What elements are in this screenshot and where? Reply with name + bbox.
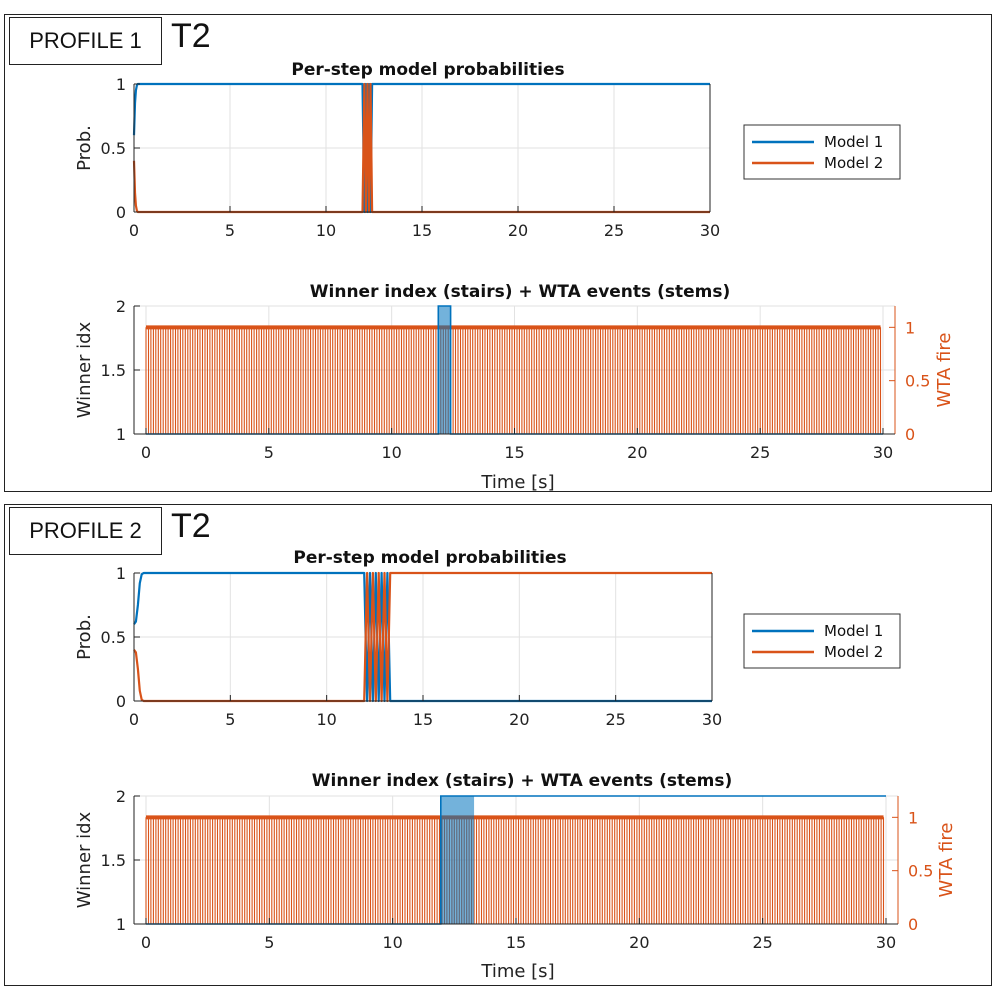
p2-prob-legend-label-1: Model 1 [824, 622, 883, 640]
profile-2-tag: T2 [171, 507, 211, 545]
p1-winner-y2-tick-label: 1 [905, 318, 915, 337]
p1-winner-y2-tick-label: 0.5 [905, 372, 930, 391]
p1-prob-x-tick-label: 25 [604, 221, 624, 240]
p2-winner-y2-axis-label: WTA fire [936, 823, 957, 898]
p2-prob-y-tick-label: 1 [116, 564, 126, 583]
p2-winner-x-tick-label: 0 [141, 933, 151, 952]
p2-prob-x-tick-label: 25 [605, 710, 625, 729]
p1-winner-x-tick-label: 25 [750, 443, 770, 462]
p2-winner-x-tick-label: 10 [382, 933, 402, 952]
p1-prob-legend-label-1: Model 1 [824, 133, 883, 151]
p2-winner-x-tick-label: 20 [629, 933, 649, 952]
p1-winner-y-axis-label: Winner idx [74, 321, 95, 418]
p2-winner-y-tick-label: 2 [116, 787, 126, 806]
p2-winner-y2-tick-label: 0 [908, 915, 918, 934]
p2-winner-x-axis-label: Time [s] [480, 961, 554, 982]
p1-winner-x-tick-label: 0 [141, 443, 151, 462]
p2-winner-x-tick-label: 30 [876, 933, 896, 952]
p1-winner-y2-tick-label: 0 [905, 425, 915, 444]
p1-prob-y-tick-label: 1 [116, 75, 126, 94]
p2-prob-legend-label-2: Model 2 [824, 643, 883, 661]
p2-winner-y2-tick-label: 1 [908, 808, 918, 827]
p1-prob-x-tick-label: 15 [412, 221, 432, 240]
p1-prob-x-tick-label: 5 [225, 221, 235, 240]
p2-prob-x-tick-label: 10 [316, 710, 336, 729]
p1-winner-y-tick-label: 1 [116, 425, 126, 444]
p1-prob-y-tick-label: 0 [116, 203, 126, 222]
p2-prob-x-tick-label: 15 [413, 710, 433, 729]
p1-winner-y-tick-label: 1.5 [101, 361, 126, 380]
p1-winner-x-tick-label: 20 [627, 443, 647, 462]
p1-winner-x-tick-label: 10 [381, 443, 401, 462]
p1-winner-x-tick-label: 30 [873, 443, 893, 462]
profile-1-tag: T2 [171, 17, 211, 55]
p2-winner-x-tick-label: 15 [506, 933, 526, 952]
p2-prob-y-tick-label: 0.5 [101, 628, 126, 647]
profile-1-badge: PROFILE 1 [9, 17, 162, 65]
p2-winner-y-tick-label: 1.5 [101, 851, 126, 870]
p1-winner-y-tick-label: 2 [116, 297, 126, 316]
p2-prob-x-tick-label: 20 [509, 710, 529, 729]
p1-prob-y-axis-label: Prob. [74, 125, 95, 171]
p2-prob-y-axis-label: Prob. [74, 614, 95, 660]
p1-prob-x-tick-label: 0 [129, 221, 139, 240]
p2-winner-y2-tick-label: 0.5 [908, 862, 933, 881]
p1-prob-y-tick-label: 0.5 [101, 139, 126, 158]
p1-prob-series-2-line [132, 82, 710, 214]
p1-winner-winner-switch-band [438, 306, 451, 434]
p1-winner-y2-axis-label: WTA fire [934, 333, 955, 408]
p1-winner-wta-stems [145, 327, 882, 434]
p1-winner-chart-title: Winner index (stairs) + WTA events (stem… [310, 282, 730, 302]
p2-prob-x-tick-label: 5 [225, 710, 235, 729]
p2-prob-x-tick-label: 30 [702, 710, 722, 729]
profile-2-badge: PROFILE 2 [9, 507, 162, 555]
p2-winner-chart-title: Winner index (stairs) + WTA events (stem… [312, 771, 732, 791]
profile-1-panel: PROFILE 1 T2 [4, 14, 992, 492]
p1-winner-x-tick-label: 5 [264, 443, 274, 462]
p1-winner-x-axis-label: Time [s] [480, 472, 554, 493]
p2-winner-x-tick-label: 25 [752, 933, 772, 952]
p2-prob-chart-title: Per-step model probabilities [293, 548, 566, 568]
p2-winner-x-tick-label: 5 [264, 933, 274, 952]
p1-winner-x-tick-label: 15 [504, 443, 524, 462]
p2-winner-wta-stems [145, 817, 885, 924]
p2-winner-winner-switch-band [440, 796, 475, 924]
p2-winner-y-axis-label: Winner idx [74, 811, 95, 908]
p2-winner-y-tick-label: 1 [116, 915, 126, 934]
p2-prob-x-tick-label: 0 [129, 710, 139, 729]
p1-prob-x-tick-label: 30 [700, 221, 720, 240]
p1-prob-chart-title: Per-step model probabilities [291, 60, 564, 80]
p1-prob-x-tick-label: 10 [316, 221, 336, 240]
p2-prob-legend-box [743, 613, 901, 669]
p2-prob-y-tick-label: 0 [116, 692, 126, 711]
p1-prob-legend-box [743, 124, 901, 180]
p1-prob-x-tick-label: 20 [508, 221, 528, 240]
p1-prob-legend-label-2: Model 2 [824, 154, 883, 172]
